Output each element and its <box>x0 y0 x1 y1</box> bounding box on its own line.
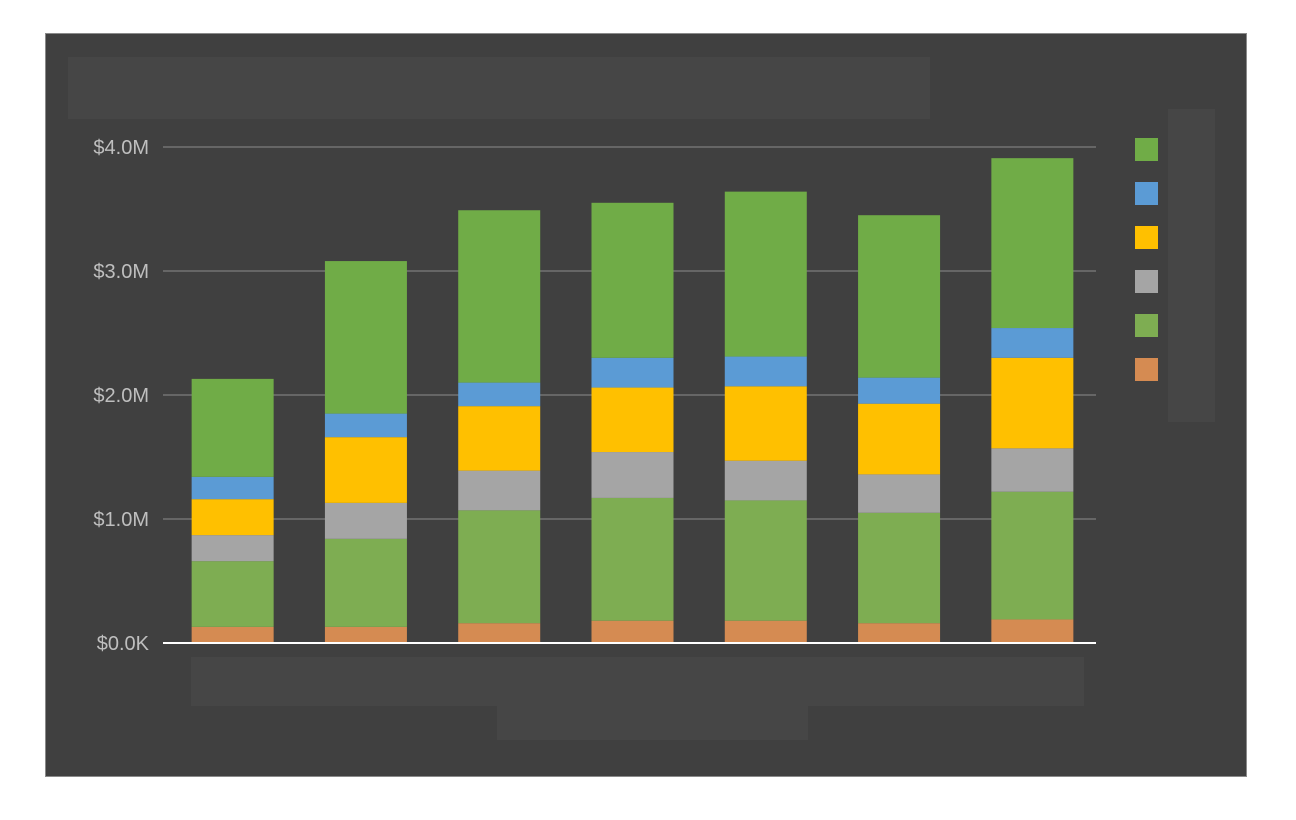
legend-swatch <box>1135 138 1158 161</box>
bar-segment <box>991 491 1074 620</box>
plot-area: $0.0K $1.0M $2.0M $3.0M $4.0M <box>93 137 1158 655</box>
bar-segment <box>191 476 274 500</box>
bar-segment <box>724 500 807 621</box>
y-tick-label: $1.0M <box>93 509 149 531</box>
bar-segment <box>724 460 807 501</box>
legend-swatch <box>1135 314 1158 337</box>
y-tick-label: $2.0M <box>93 385 149 407</box>
legend-labels-region <box>1168 109 1215 422</box>
bar-segment <box>724 191 807 357</box>
bar-segment <box>991 619 1074 643</box>
bar-segment <box>191 535 274 562</box>
bar-segment <box>858 403 941 475</box>
bar-segment <box>191 499 274 536</box>
x-axis-title-region <box>497 706 808 740</box>
bar-segment <box>991 448 1074 492</box>
bar-segment <box>324 413 407 438</box>
bar-segment <box>324 502 407 539</box>
bar-segment <box>991 357 1074 449</box>
bar-segment <box>991 328 1074 358</box>
bar-segment <box>858 474 941 513</box>
legend-swatch <box>1135 270 1158 293</box>
bar-segment <box>191 561 274 627</box>
bar-segment <box>324 261 407 414</box>
bar-segment <box>458 623 541 643</box>
bar-segment <box>591 387 674 453</box>
chart-area: $0.0K $1.0M $2.0M $3.0M $4.0M <box>45 33 1247 777</box>
bar-segment <box>591 357 674 388</box>
legend-swatch <box>1135 358 1158 381</box>
bar-segment <box>724 386 807 461</box>
bar-segment <box>991 158 1074 329</box>
bar-segment <box>191 378 274 477</box>
bar-segment <box>324 538 407 627</box>
bar-segment <box>591 202 674 358</box>
bar-segment <box>458 382 541 407</box>
x-axis-labels-region <box>191 657 1084 706</box>
y-tick-label: $4.0M <box>93 137 149 159</box>
bar-segment <box>458 210 541 383</box>
y-tick-label: $0.0K <box>97 633 150 655</box>
bar-segment <box>858 623 941 643</box>
bar-segment <box>858 215 941 378</box>
bar-segment <box>458 510 541 624</box>
bar-segment <box>591 620 674 643</box>
y-tick-label: $3.0M <box>93 261 149 283</box>
bar-segment <box>724 620 807 643</box>
bar-segment <box>591 497 674 621</box>
bar-segment <box>324 626 407 643</box>
legend-swatch <box>1135 182 1158 205</box>
chart-title-region <box>68 57 930 119</box>
bar-segment <box>724 356 807 387</box>
bar-segment <box>324 437 407 503</box>
legend-swatch <box>1135 226 1158 249</box>
bar-segment <box>458 470 541 511</box>
bar-segment <box>191 626 274 643</box>
bar-segment <box>858 512 941 624</box>
bar-segment <box>458 406 541 471</box>
bar-segment <box>591 452 674 498</box>
bar-segment <box>858 377 941 404</box>
